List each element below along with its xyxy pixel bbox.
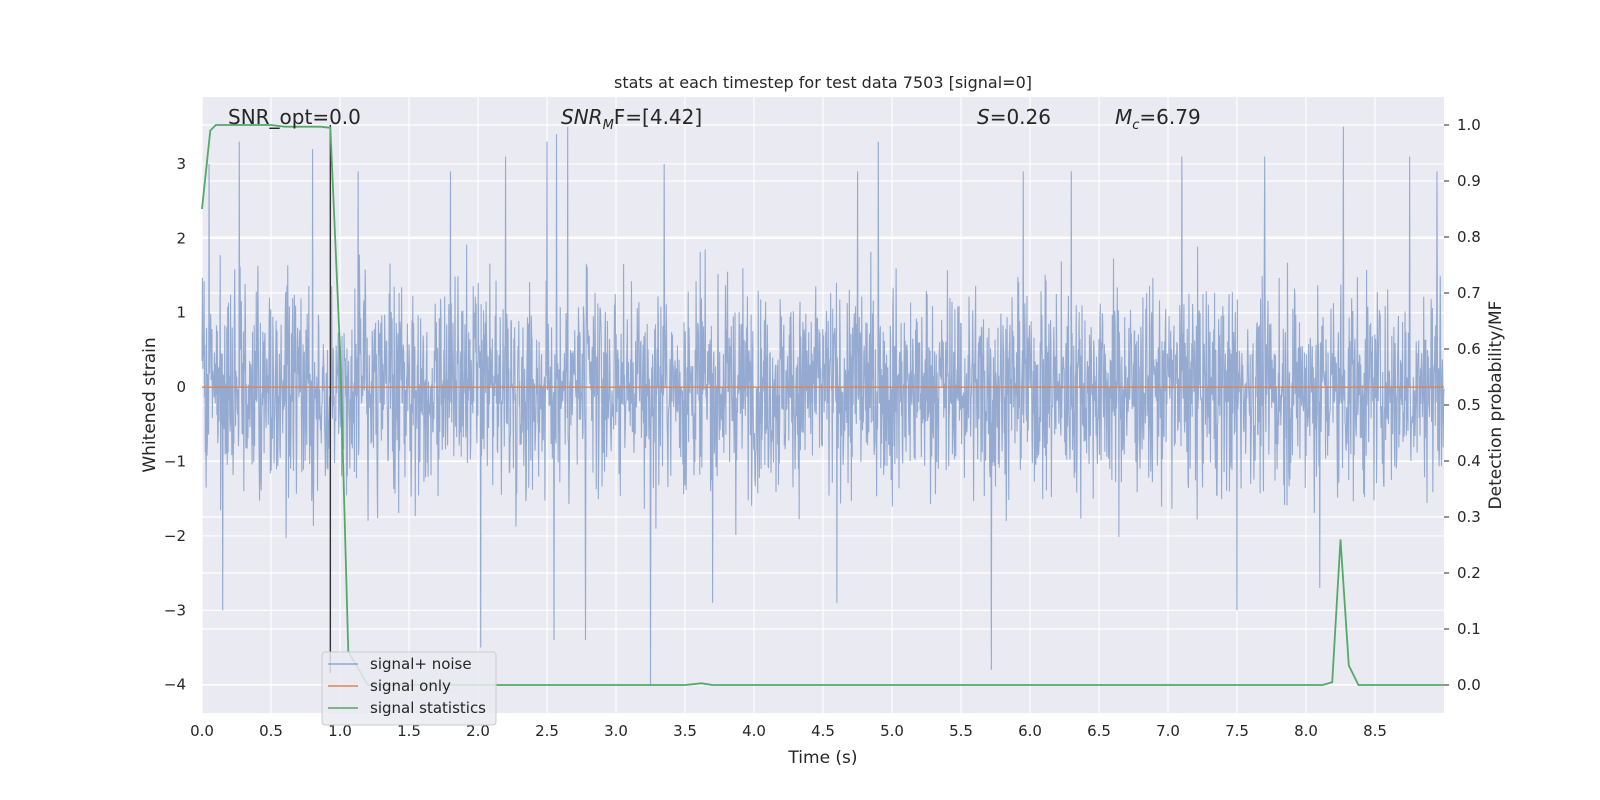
y2-tick-label: 0.2 [1457, 564, 1481, 582]
x-tick-label: 1.0 [328, 722, 352, 740]
annotation-snr-opt: SNR_opt=0.0 [228, 105, 361, 129]
y2-axis-label: Detection probability/MF [1486, 301, 1506, 510]
y2-axis-ticks: 1.0 0.9 0.8 0.7 0.6 0.5 0.4 0.3 0.2 0.1 0.0 [1444, 116, 1481, 694]
annotation-snr-mf: SNRMF=[4.42] [561, 105, 702, 133]
annotation-mc-value: =6.79 [1139, 105, 1200, 129]
annotation-snr-mf-value: F=[4.42] [614, 105, 702, 129]
y-tick-label: −1 [164, 453, 186, 471]
y2-tick-label: 0.0 [1457, 676, 1481, 694]
y2-tick-label: 0.1 [1457, 620, 1481, 638]
y2-tick-label: 0.5 [1457, 396, 1481, 414]
y-tick-label: 3 [176, 155, 186, 173]
y2-tick-label: 0.8 [1457, 228, 1481, 246]
y-axis-label: Whitened strain [140, 337, 160, 472]
x-axis-label: Time (s) [787, 748, 857, 768]
x-tick-label: 4.0 [742, 722, 766, 740]
x-tick-label: 2.5 [535, 722, 559, 740]
annotation-s-symbol: S [977, 105, 990, 129]
x-tick-label: 7.0 [1156, 722, 1180, 740]
x-tick-label: 0.0 [190, 722, 214, 740]
annotation-snr-mf-symbol: SNR [561, 105, 603, 129]
x-tick-label: 6.5 [1087, 722, 1111, 740]
legend: signal+ noise signal only signal statist… [321, 651, 497, 726]
x-tick-label: 0.5 [259, 722, 283, 740]
x-tick-label: 3.0 [604, 722, 628, 740]
legend-label-signal-plus-noise: signal+ noise [370, 655, 472, 673]
y2-tick-label: 0.9 [1457, 172, 1481, 190]
y-tick-label: −2 [164, 527, 186, 545]
y2-tick-label: 0.6 [1457, 340, 1481, 358]
y-tick-label: 2 [176, 229, 186, 247]
annotation-s: S=0.26 [977, 105, 1051, 129]
annotation-mc-symbol: M [1115, 105, 1132, 129]
x-tick-label: 1.5 [397, 722, 421, 740]
x-tick-label: 6.0 [1018, 722, 1042, 740]
x-axis-ticks: 0.0 0.5 1.0 1.5 2.0 2.5 3.0 3.5 4.0 4.5 5.0 5.5 6.0 6… [190, 722, 1387, 740]
y-tick-label: −4 [164, 676, 186, 694]
x-tick-label: 5.0 [880, 722, 904, 740]
x-tick-label: 7.5 [1225, 722, 1249, 740]
annotation-mc: Mc=6.79 [1115, 105, 1201, 133]
legend-label-signal-only: signal only [370, 677, 451, 695]
y-tick-label: 1 [176, 304, 186, 322]
x-tick-label: 8.5 [1363, 722, 1387, 740]
annotation-snr-mf-subscript: M [603, 118, 614, 133]
x-tick-label: 2.0 [466, 722, 490, 740]
annotation-mc-subscript: c [1132, 118, 1139, 133]
x-tick-label: 4.5 [811, 722, 835, 740]
annotation-s-value: =0.26 [990, 105, 1051, 129]
x-tick-label: 8.0 [1294, 722, 1318, 740]
x-tick-label: 5.5 [949, 722, 973, 740]
y2-tick-label: 0.7 [1457, 284, 1481, 302]
x-tick-label: 3.5 [673, 722, 697, 740]
series-signal-plus-noise [201, 126, 1445, 685]
chart-title: stats at each timestep for test data 750… [614, 73, 1032, 92]
y2-tick-label: 1.0 [1457, 116, 1481, 134]
y-tick-label: −3 [164, 601, 186, 619]
noise-trace [201, 126, 1445, 685]
y2-tick-label: 0.4 [1457, 452, 1481, 470]
legend-label-signal-statistics: signal statistics [370, 699, 486, 717]
y-axis-ticks: 3 2 1 0 −1 −2 −3 −4 [164, 155, 186, 694]
y2-tick-label: 0.3 [1457, 508, 1481, 526]
y-tick-label: 0 [176, 378, 186, 396]
legend-box [321, 651, 497, 726]
